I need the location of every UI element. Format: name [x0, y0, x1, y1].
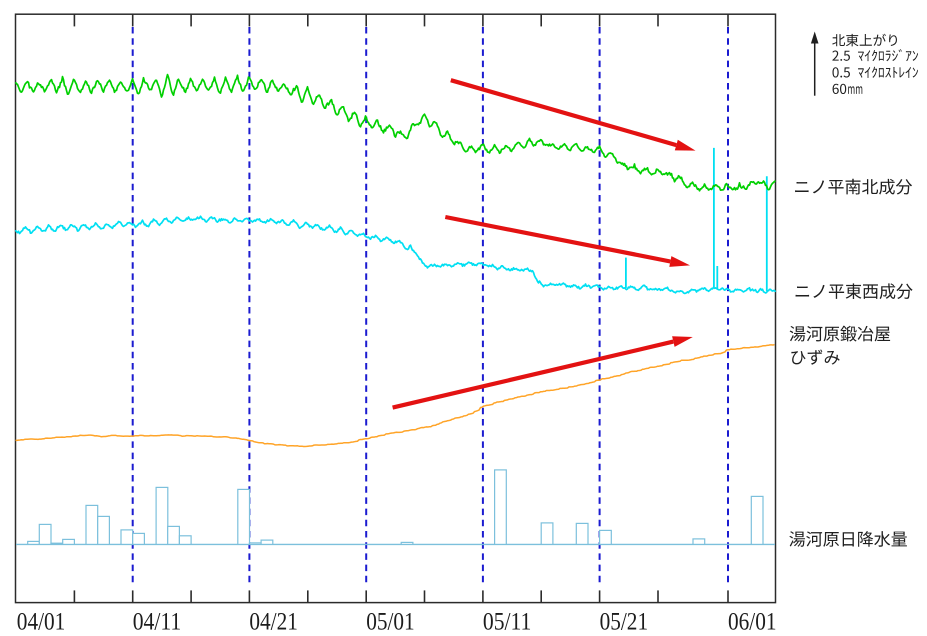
svg-text:06/01: 06/01: [728, 609, 777, 636]
svg-text:05/01: 05/01: [366, 609, 415, 636]
svg-text:05/11: 05/11: [483, 609, 532, 636]
svg-text:04/11: 04/11: [133, 609, 182, 636]
svg-text:04/21: 04/21: [249, 609, 298, 636]
svg-text:04/01: 04/01: [17, 609, 66, 636]
svg-text:05/21: 05/21: [600, 609, 649, 636]
